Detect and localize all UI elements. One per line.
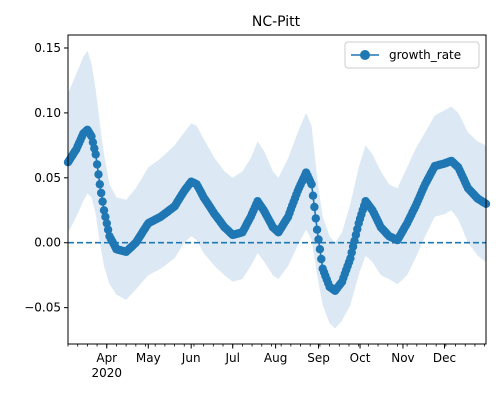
x-tick-label: Dec	[433, 351, 456, 365]
x-tick-label: Jul	[224, 351, 239, 365]
growth-rate-point	[97, 188, 106, 198]
growth-rate-point	[312, 225, 322, 234]
growth-rate-point	[307, 180, 316, 189]
growth-rate-point	[99, 206, 109, 215]
growth-rate-point	[311, 214, 320, 223]
growth-rate-point	[94, 170, 103, 179]
growth-rate-point	[98, 197, 107, 206]
legend-marker	[360, 50, 370, 60]
y-tick-label: 0.10	[34, 106, 61, 120]
legend-label: growth_rate	[389, 48, 461, 62]
legend-box	[344, 41, 480, 69]
growth-rate-point	[317, 254, 326, 264]
growth-rate-point	[314, 235, 323, 244]
y-tick-label: 0.00	[34, 236, 61, 250]
growth-rate-point	[95, 180, 105, 189]
growth-rate-point	[310, 202, 319, 212]
y-tick-label: 0.05	[34, 171, 61, 185]
x-tick-label: Sep	[307, 351, 330, 365]
x-tick-label: Aug	[264, 351, 287, 365]
growth-rate-point	[92, 160, 102, 169]
x-tick-label: Nov	[391, 351, 414, 365]
x-tick-label: Jun	[181, 351, 201, 365]
growth-rate-point	[102, 219, 112, 228]
y-tick-label: −0.05	[24, 301, 61, 315]
y-tick-label: 0.15	[34, 41, 61, 55]
x-tick-label: May	[136, 351, 161, 365]
growth-rate-point	[101, 212, 110, 221]
plot-frame	[67, 34, 487, 345]
growth-rate-point	[91, 150, 100, 159]
legend: growth_rate	[344, 41, 480, 69]
x-tick-label: Apr	[96, 351, 117, 365]
confidence-band	[68, 50, 486, 329]
growth-rate-point	[315, 245, 325, 254]
x-tick-year-label: 2020	[91, 366, 122, 380]
growth-rate-point	[103, 225, 113, 234]
growth-rate-point	[308, 191, 318, 200]
chart-title: NC-Pitt	[252, 14, 301, 30]
confidence-band-layer	[68, 50, 486, 329]
x-tick-label: Oct	[350, 351, 371, 365]
series-layer	[63, 125, 491, 295]
